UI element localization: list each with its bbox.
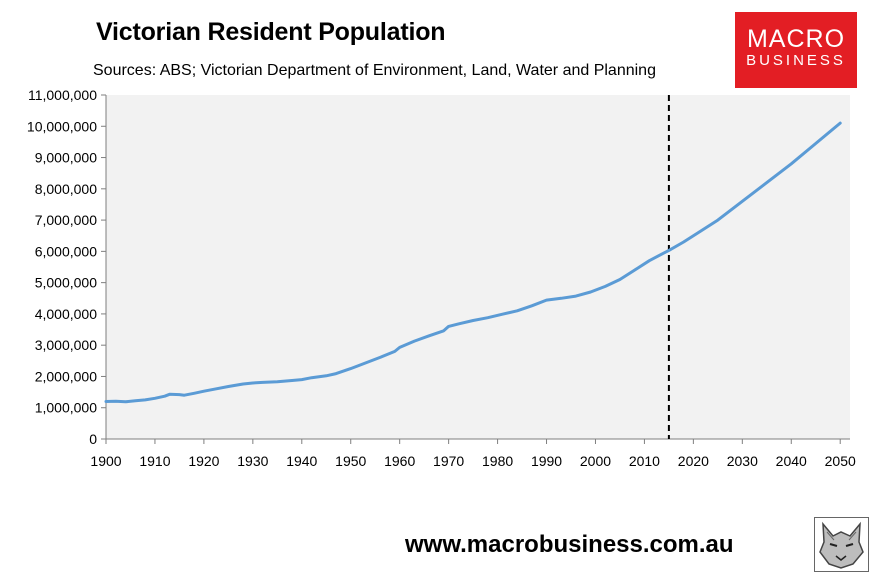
y-tick-label: 7,000,000 [35, 212, 97, 228]
y-tick-label: 2,000,000 [35, 368, 97, 384]
x-tick-label: 1920 [188, 453, 219, 469]
y-tick-label: 1,000,000 [35, 400, 97, 416]
population-line-chart: 0 1,000,000 2,000,000 3,000,000 4,000,000 5,0… [27, 87, 856, 469]
x-tick-label: 1980 [482, 453, 513, 469]
footer-url: www.macrobusiness.com.au [405, 531, 734, 558]
x-tick-label: 1990 [531, 453, 562, 469]
chart-title: Victorian Resident Population [96, 18, 446, 46]
plot-area [106, 95, 850, 439]
x-tick-label: 1910 [139, 453, 170, 469]
logo-line-1: MACRO [746, 25, 846, 53]
y-tick-label: 4,000,000 [35, 306, 97, 322]
x-tick-label: 1900 [90, 453, 121, 469]
x-tick-label: 2030 [727, 453, 758, 469]
x-tick-label: 1960 [384, 453, 415, 469]
x-tick-label: 2000 [580, 453, 611, 469]
y-tick-label: 10,000,000 [27, 118, 97, 134]
population-series-line [104, 121, 842, 404]
x-tick-label: 1970 [433, 453, 464, 469]
x-tick-label: 1930 [237, 453, 268, 469]
y-tick-label: 3,000,000 [35, 337, 97, 353]
x-tick-label: 2020 [678, 453, 709, 469]
x-tick-label: 2010 [629, 453, 660, 469]
x-tick-label: 1940 [286, 453, 317, 469]
y-tick-label: 8,000,000 [35, 181, 97, 197]
x-tick-label: 2040 [776, 453, 807, 469]
y-tick-label: 6,000,000 [35, 243, 97, 259]
logo-line-2: BUSINESS [746, 52, 846, 69]
x-tick-label: 1950 [335, 453, 366, 469]
macro-business-logo: MACRO BUSINESS [735, 12, 857, 88]
y-tick-label: 11,000,000 [28, 87, 97, 103]
y-tick-label: 0 [89, 431, 97, 447]
wolf-logo-icon [814, 517, 869, 572]
x-tick-label: 2050 [825, 453, 856, 469]
y-tick-label: 5,000,000 [35, 275, 97, 291]
y-tick-label: 9,000,000 [35, 150, 97, 166]
chart-subtitle: Sources: ABS; Victorian Department of En… [93, 62, 656, 79]
